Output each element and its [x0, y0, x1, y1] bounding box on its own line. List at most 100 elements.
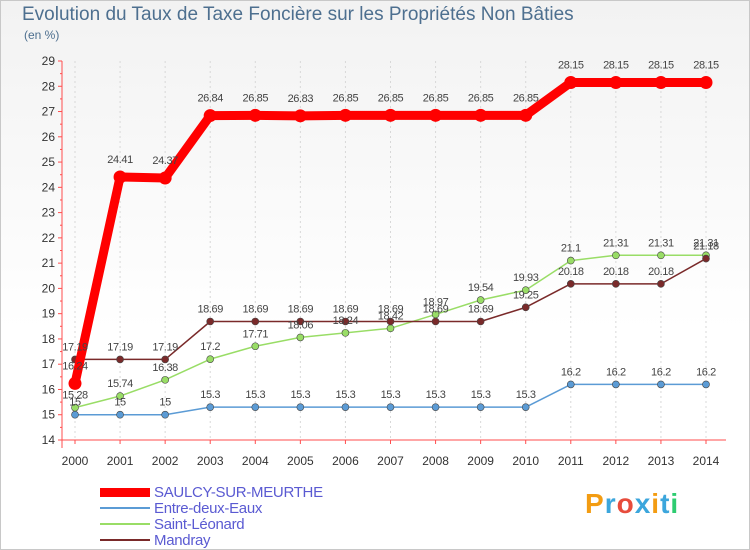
data-label: 26.85: [243, 92, 269, 104]
legend-swatch: [100, 507, 150, 509]
data-point: [386, 403, 395, 411]
legend-label: Mandray: [154, 531, 211, 549]
line-chart: 14 15 16 17 18 19 20 21 22 23 24 25 26 27 28 29 2000 2001…: [42, 54, 726, 468]
data-label: 18.69: [468, 303, 494, 315]
data-point: [566, 280, 575, 288]
data-label: 21.31: [603, 237, 629, 249]
data-label: 26.83: [288, 93, 314, 105]
data-label: 16.2: [561, 366, 581, 378]
data-label: 18.69: [378, 303, 404, 315]
x-tick-label: 2005: [287, 454, 314, 468]
data-point: [341, 329, 350, 337]
data-label: 18.69: [333, 303, 359, 315]
data-label: 16.2: [696, 366, 716, 378]
data-label: 16.2: [651, 366, 671, 378]
data-point: [612, 280, 620, 288]
series-mandray: [71, 254, 710, 364]
legend-swatch: [100, 539, 150, 541]
data-point: [612, 251, 620, 260]
data-point: [341, 403, 350, 411]
legend-item-mandray[interactable]: Mandray: [100, 531, 323, 549]
data-label: 26.84: [197, 93, 223, 105]
data-label: 15: [114, 397, 126, 409]
x-tick-label: 2013: [648, 454, 675, 468]
data-label: 26.85: [513, 92, 539, 104]
data-label: 18.69: [288, 303, 314, 315]
data-label: 19.54: [468, 282, 494, 294]
data-point: [206, 317, 215, 326]
data-point: [521, 303, 530, 312]
data-point: [203, 109, 217, 123]
data-point: [296, 317, 305, 326]
data-point: [116, 355, 124, 364]
legend-item-entre-deux-eaux[interactable]: Entre-deux-Eaux: [100, 500, 323, 517]
data-point: [386, 324, 395, 333]
data-point: [161, 410, 169, 419]
data-point: [657, 380, 665, 389]
data-label: 15.3: [381, 389, 401, 401]
x-tick-label: 2006: [332, 454, 359, 468]
data-label: 24.41: [107, 154, 133, 166]
data-label: 18.24: [333, 315, 359, 327]
y-tick-label: 22: [42, 231, 56, 245]
data-point: [116, 410, 124, 419]
x-tick-label: 2003: [197, 454, 224, 468]
data-point: [474, 108, 488, 122]
x-tick-label: 2004: [242, 454, 269, 468]
logo-letter: P: [585, 488, 605, 519]
data-label: 21.1: [561, 243, 581, 255]
data-label: 20.18: [603, 266, 629, 278]
data-label: 15.3: [426, 389, 446, 401]
x-tick-label: 2001: [107, 454, 134, 468]
data-label: 21.31: [648, 237, 674, 249]
data-point: [476, 296, 485, 304]
data-point: [248, 108, 262, 122]
data-label: 18.97: [423, 296, 449, 308]
data-point: [654, 75, 668, 89]
series-saint-l-onard: [71, 251, 710, 412]
y-tick-label: 29: [42, 54, 56, 68]
data-label: 21.18: [693, 241, 719, 253]
legend-label: Saint-Léonard: [154, 515, 245, 533]
data-point: [251, 342, 260, 351]
logo-letter: x: [634, 488, 652, 519]
y-tick-label: 28: [42, 79, 56, 93]
legend-label: SAULCY-SUR-MEURTHE: [154, 483, 323, 501]
data-point: [341, 317, 350, 326]
data-point: [609, 75, 623, 89]
legend-item-saint-leonard[interactable]: Saint-Léonard: [100, 515, 323, 533]
data-point: [251, 317, 260, 326]
data-point: [206, 355, 215, 363]
data-label: 15.28: [62, 390, 88, 402]
y-tick-label: 20: [42, 281, 56, 295]
data-point: [566, 256, 575, 265]
data-label: 20.18: [558, 266, 584, 278]
y-tick-label: 27: [42, 105, 56, 119]
x-tick-label: 2011: [558, 454, 584, 468]
data-point: [521, 403, 530, 411]
y-tick-label: 15: [42, 408, 56, 422]
data-point: [71, 403, 79, 412]
data-label: 18.06: [288, 319, 314, 331]
data-label: 19.93: [513, 272, 539, 284]
data-point: [699, 75, 713, 89]
y-tick-label: 21: [42, 256, 56, 270]
data-point: [206, 403, 215, 411]
data-point: [161, 376, 169, 384]
data-label: 15.3: [245, 389, 265, 401]
data-label: 18.69: [423, 303, 449, 315]
series-saulcy-sur-meurthe: [68, 75, 713, 390]
legend-item-saulcy[interactable]: SAULCY-SUR-MEURTHE: [100, 483, 323, 501]
legend: SAULCY-SUR-MEURTHE Entre-deux-Eaux Saint…: [100, 483, 323, 549]
x-tick-label: 2002: [152, 454, 179, 468]
y-tick-label: 19: [42, 307, 56, 321]
data-label: 17.19: [107, 341, 133, 353]
data-label: 26.85: [333, 92, 359, 104]
data-label: 16.2: [606, 366, 626, 378]
data-point: [251, 403, 260, 411]
proxiti-logo: Proxiti: [585, 488, 679, 520]
y-tick-label: 14: [42, 433, 56, 447]
data-label: 15.3: [516, 389, 536, 401]
data-label: 17.19: [152, 341, 178, 353]
